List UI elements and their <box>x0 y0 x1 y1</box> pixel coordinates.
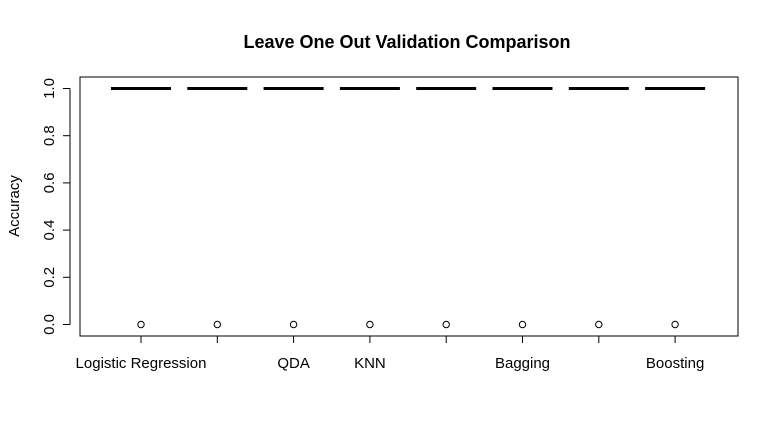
y-tick-label: 0.6 <box>41 172 58 193</box>
outlier-point <box>137 320 145 329</box>
y-tick-label: 0.2 <box>41 267 58 288</box>
y-axis-label: Accuracy <box>6 175 23 237</box>
y-tick-label: 0.4 <box>41 220 58 241</box>
x-tick-label: Logistic Regression <box>76 355 207 372</box>
chart-title: Leave One Out Validation Comparison <box>243 32 570 52</box>
outlier-point <box>595 320 603 329</box>
outlier-point <box>366 320 374 329</box>
outlier-point <box>518 320 527 329</box>
outlier-point <box>442 320 450 329</box>
x-tick-label: Bagging <box>495 355 550 372</box>
outlier-point <box>671 320 679 329</box>
outlier-point <box>289 320 298 329</box>
plot-area-frame <box>79 76 739 337</box>
x-tick-label: QDA <box>277 355 310 372</box>
y-axis: 0.0 0.2 0.4 0.6 0.8 1.0 <box>41 78 71 335</box>
x-tick-label: Boosting <box>646 355 704 372</box>
x-tick-label: KNN <box>354 355 386 372</box>
y-tick-label: 0.8 <box>41 125 58 146</box>
outlier-point <box>213 320 222 329</box>
box-series <box>111 87 706 329</box>
x-axis: Logistic Regression QDA KNN Bagging Boosting <box>76 335 704 372</box>
y-tick-label: 0.0 <box>41 314 58 335</box>
y-tick-label: 1.0 <box>41 78 58 99</box>
